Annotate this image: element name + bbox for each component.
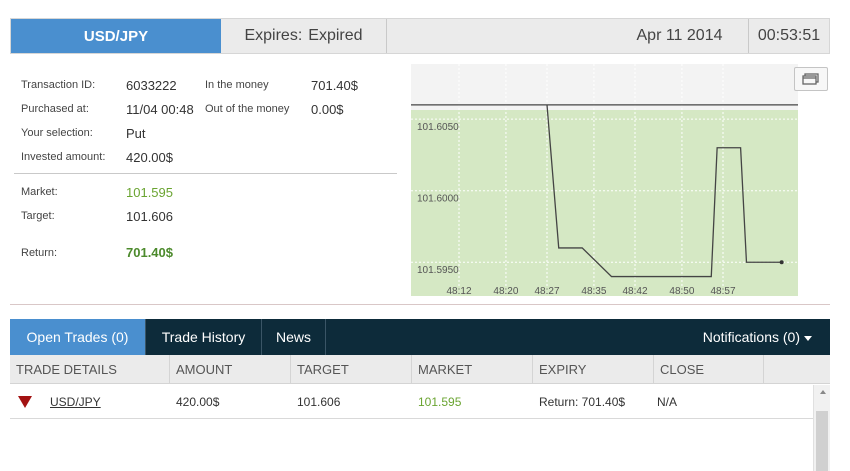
expiry-cell: Return: 701.40$ [539,395,626,409]
x-tick-label: 48:20 [493,286,518,296]
column-header-trade-details[interactable]: TRADE DETAILS [10,355,170,384]
y-tick-label: 101.6050 [417,122,459,133]
x-tick-label: 48:12 [446,286,471,296]
chart-plot-area [411,110,798,296]
notifications-label: Notifications (0) [702,329,800,345]
tab-trade-history[interactable]: Trade History [146,319,262,355]
in-money-label: In the money [205,79,269,91]
expand-chart-button[interactable] [794,67,828,91]
asset-link[interactable]: USD/JPY [50,395,101,409]
x-tick-label: 48:57 [710,286,735,296]
x-tick-label: 48:27 [534,286,559,296]
column-header-expiry[interactable]: EXPIRY [533,355,654,384]
asset-pair-tab[interactable]: USD/JPY [11,19,221,53]
purchased-label: Purchased at: [21,103,89,115]
details-divider [14,173,397,174]
transaction-id-label: Transaction ID: [21,79,96,91]
y-tick-label: 101.5950 [417,265,459,276]
column-header-close[interactable]: CLOSE [654,355,764,384]
x-tick-label: 48:42 [622,286,647,296]
notifications-dropdown[interactable]: Notifications (0) [703,319,812,355]
selection-label: Your selection: [21,127,93,139]
column-header-market[interactable]: MARKET [412,355,533,384]
market-label: Market: [21,186,58,198]
close-cell: N/A [657,395,678,409]
expires-value: Expired [308,27,363,44]
invested-label: Invested amount: [21,151,106,163]
tab-open-trades[interactable]: Open Trades (0) [10,319,146,355]
scroll-up-arrow-icon[interactable] [814,387,831,397]
market-value: 101.595 [126,185,173,200]
return-label: Return: [21,247,58,259]
out-money-value: 0.00$ [311,102,344,117]
amount-cell: 420.00$ [176,395,220,409]
y-tick-label: 101.6000 [417,194,459,205]
trades-tab-bar: Open Trades (0) Trade History News Notif… [10,319,830,355]
target-label: Target: [21,210,55,222]
out-money-label: Out of the money [205,103,290,115]
selection-value: Put [126,126,146,141]
scrollbar-thumb[interactable] [816,411,828,471]
price-chart: 101.6050 101.6000 101.5950 48:12 48:20 48:27 4… [411,64,798,296]
top-bar: USD/JPY Expires: Expired Apr 11 2014 00:… [10,18,830,54]
section-divider [10,304,830,305]
return-value: 701.40$ [126,245,173,260]
last-price-point [779,260,784,265]
table-row[interactable]: USD/JPY 420.00$ 101.606 101.595 Return: … [10,385,813,419]
x-tick-label: 48:35 [581,286,606,296]
column-header-target[interactable]: TARGET [291,355,412,384]
chevron-down-icon [804,335,812,341]
current-date: Apr 11 2014 [611,19,749,53]
put-down-arrow-icon [18,396,32,408]
trades-table-header: TRADE DETAILS AMOUNT TARGET MARKET EXPIR… [10,355,830,384]
transaction-id-value: 6033222 [126,78,177,93]
current-time: 00:53:51 [757,27,821,44]
in-money-value: 701.40$ [311,78,358,93]
x-tick-label: 48:50 [669,286,694,296]
market-cell: 101.595 [418,395,462,409]
purchased-value: 11/04 00:48 [126,102,194,117]
expires-label: Expires: [244,27,303,44]
column-header-amount[interactable]: AMOUNT [170,355,291,384]
target-value: 101.606 [126,209,173,224]
tab-news[interactable]: News [262,319,326,355]
window-icon [802,73,819,85]
expiry-status: Expires: Expired [221,19,387,53]
invested-value: 420.00$ [126,150,173,165]
target-cell: 101.606 [297,395,341,409]
price-series-line [546,104,782,278]
trade-details-cell: USD/JPY [10,385,170,419]
table-scrollbar[interactable] [813,385,830,471]
